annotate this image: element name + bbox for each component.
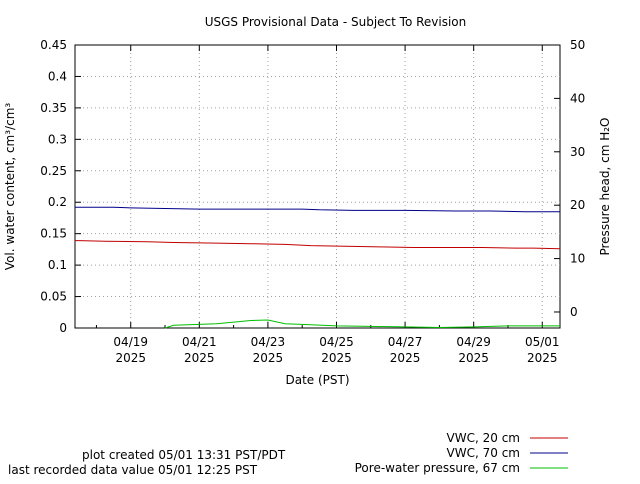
y-left-tick-label: 0.05	[40, 290, 67, 304]
series-line-3	[164, 319, 560, 329]
x-tick-label-year: 2025	[253, 351, 284, 365]
y-right-tick-label: 50	[570, 38, 585, 52]
plot-created-text: plot created 05/01 13:31 PST/PDT	[82, 448, 286, 462]
x-tick-label-date: 05/01	[525, 335, 560, 349]
x-axis-label: Date (PST)	[285, 373, 349, 387]
x-tick-label-year: 2025	[527, 351, 558, 365]
x-tick-label-date: 04/29	[456, 335, 491, 349]
y-left-tick-label: 0.35	[40, 101, 67, 115]
x-tick-label-date: 04/21	[182, 335, 217, 349]
legend-label-2: VWC, 70 cm	[447, 446, 520, 460]
y-right-tick-label: 0	[570, 305, 578, 319]
y-right-axis-label: Pressure head, cm H₂O	[598, 117, 612, 255]
series-line-2	[75, 206, 560, 213]
y-left-tick-label: 0.4	[48, 69, 67, 83]
y-left-tick-label: 0.2	[48, 195, 67, 209]
x-tick-label-date: 04/25	[319, 335, 354, 349]
x-tick-label-date: 04/23	[251, 335, 286, 349]
last-recorded-text: last recorded data value 05/01 12:25 PST	[8, 463, 258, 477]
x-tick-label-year: 2025	[184, 351, 215, 365]
x-tick-label-year: 2025	[458, 351, 489, 365]
x-tick-label-year: 2025	[321, 351, 352, 365]
x-tick-label-date: 04/19	[113, 335, 148, 349]
plot-frame	[74, 44, 561, 329]
x-tick-label-year: 2025	[115, 351, 146, 365]
y-left-tick-label: 0.15	[40, 227, 67, 241]
y-left-tick-label: 0.45	[40, 38, 67, 52]
y-left-tick-label: 0.25	[40, 164, 67, 178]
y-left-tick-label: 0	[59, 321, 67, 335]
x-tick-label-year: 2025	[390, 351, 421, 365]
y-right-tick-label: 10	[570, 252, 585, 266]
legend-label-3: Pore-water pressure, 67 cm	[355, 461, 520, 475]
y-right-tick-label: 20	[570, 198, 585, 212]
y-left-axis-label: Vol. water content, cm³/cm³	[3, 103, 17, 271]
legend-label-1: VWC, 20 cm	[447, 431, 520, 445]
y-right-tick-label: 30	[570, 145, 585, 159]
chart-title: USGS Provisional Data - Subject To Revis…	[205, 15, 467, 29]
series-line-1	[75, 240, 561, 250]
x-tick-label-date: 04/27	[388, 335, 423, 349]
y-left-tick-label: 0.1	[48, 258, 67, 272]
y-left-tick-label: 0.3	[48, 132, 67, 146]
y-right-tick-label: 40	[570, 91, 585, 105]
